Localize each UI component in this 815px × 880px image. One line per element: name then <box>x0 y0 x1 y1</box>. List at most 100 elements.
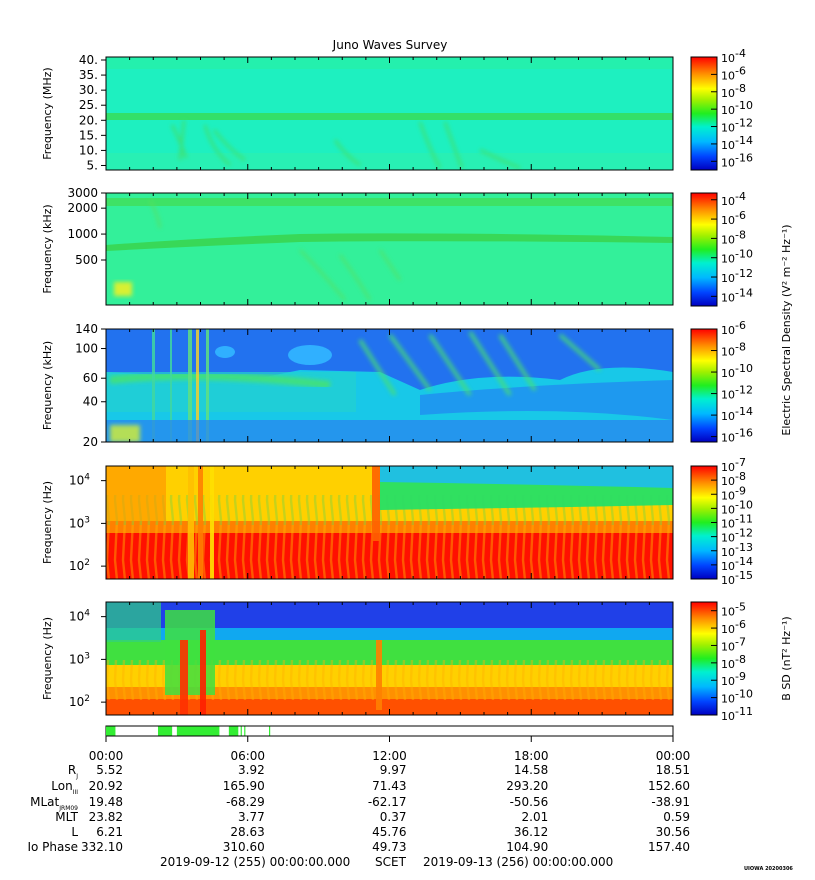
panel-1-background <box>106 193 673 305</box>
panel-2-colorbar <box>690 328 718 443</box>
ephem-value: 49.73 <box>372 840 406 854</box>
ephem-value: 36.12 <box>514 825 548 839</box>
panel-2-cbar-label: 10-8 <box>721 341 746 359</box>
panel-1-ytick-label: 2000 <box>67 201 98 215</box>
ephem-row-label: LonIII <box>51 779 78 796</box>
panel-0-ytick-label: 20. <box>79 113 98 127</box>
panel-4-spectrogram <box>106 602 673 715</box>
ephem-value: 3.77 <box>238 810 265 824</box>
coverage-segment <box>228 726 239 736</box>
ephem-value: 293.20 <box>506 779 548 793</box>
panel-4-cbar-title: B SD (nT² Hz⁻¹) <box>780 616 793 700</box>
panel-4-cbar-label: 10-9 <box>721 670 746 688</box>
panel-0-cbar-label: 10-6 <box>721 64 746 82</box>
ephem-value: 20.92 <box>89 779 123 793</box>
ephem-value: 45.76 <box>372 825 406 839</box>
panel-3-ytick-label: 102 <box>69 558 90 573</box>
panel-4-ytick-label: 103 <box>69 651 90 666</box>
coverage-segment <box>240 726 242 736</box>
panel-0-ytick-label: 40. <box>79 53 98 67</box>
coverage-segment <box>106 726 116 736</box>
ephem-value: 71.43 <box>372 779 406 793</box>
time-label: 00:00 <box>656 749 691 763</box>
ephem-row-label: RJ <box>68 763 78 780</box>
ephem-value: 104.90 <box>506 840 548 854</box>
panel-4-ytick-label: 104 <box>69 609 90 624</box>
ephem-value: 152.60 <box>648 779 690 793</box>
panel-0-cbar-label: 10-10 <box>721 99 753 117</box>
ephem-row-label: MLT <box>55 810 78 824</box>
panel-0-ylabel: Frequency (MHz) <box>41 67 54 159</box>
panel-1-band-900khz <box>106 233 673 251</box>
time-label: 00:00 <box>89 749 124 763</box>
panel-1-spectrogram <box>106 193 673 305</box>
panel-0-spectrogram <box>106 57 673 170</box>
panel-0-ytick-label: 15. <box>79 128 98 142</box>
ephem-value: 332.10 <box>81 840 123 854</box>
ephem-value: 23.82 <box>89 810 123 824</box>
panel-2-ytick-label: 60 <box>83 371 98 385</box>
footer-end: 2019-09-13 (256) 00:00:00.000 <box>423 855 614 869</box>
panel-2-spectrogram <box>106 329 673 442</box>
panel-0-cbar-label: 10-4 <box>721 47 746 65</box>
ephem-value: -38.91 <box>651 795 690 809</box>
panel-0-cbar-label: 10-12 <box>721 117 753 135</box>
ephem-value: -50.56 <box>510 795 549 809</box>
panel-1-ytick-label: 1000 <box>67 227 98 241</box>
panel-4-ytick-label: 102 <box>69 694 90 709</box>
footer-start: 2019-09-12 (255) 00:00:00.000 <box>160 855 351 869</box>
panel-1-colorbar <box>690 192 718 307</box>
panel-4-cbar-label: 10-11 <box>721 705 753 723</box>
panel-1-cbar-label: 10-14 <box>721 286 753 304</box>
panel-2-ytick-label: 100 <box>75 342 98 356</box>
panel-1-cbar-label: 10-8 <box>721 228 746 246</box>
panel-1-cbar-label: 10-12 <box>721 267 753 285</box>
panel-0-ytick-label: 25. <box>79 98 98 112</box>
panel-1-ytick-label: 3000 <box>67 186 98 200</box>
panel-1-burst <box>114 282 132 296</box>
time-label: 06:00 <box>230 749 265 763</box>
panel-0-colorbar <box>690 56 718 171</box>
panel-4-ylabel: Frequency (Hz) <box>41 617 54 700</box>
panel-4-cbar-label: 10-5 <box>721 601 746 619</box>
panel-0-ytick-label: 5. <box>87 158 98 172</box>
panel-1-ytick-label: 500 <box>75 253 98 267</box>
ephem-value: -68.29 <box>226 795 265 809</box>
ephem-value: 18.51 <box>656 763 690 777</box>
ephem-value: 157.40 <box>648 840 690 854</box>
credit-label: UIOWA 20200306 <box>744 866 793 872</box>
panel-1-band-2400khz <box>106 198 673 206</box>
ephem-value: 19.48 <box>89 795 123 809</box>
ephem-value: 30.56 <box>656 825 690 839</box>
panel-0-ytick-label: 35. <box>79 68 98 82</box>
footer-scet: SCET <box>375 855 406 869</box>
panel-4-cbar-label: 10-6 <box>721 618 746 636</box>
panel-4-cbar-label: 10-7 <box>721 635 746 653</box>
ephem-value: -62.17 <box>368 795 407 809</box>
panel-1-ylabel: Frequency (kHz) <box>41 204 54 293</box>
ephem-value: 6.21 <box>96 825 123 839</box>
panel-4-cbar-label: 10-8 <box>721 653 746 671</box>
panel-0-ytick-label: 30. <box>79 83 98 97</box>
panel-0-cbar-label: 10-8 <box>721 82 746 100</box>
panel-1-cbar-label: 10-4 <box>721 190 746 208</box>
panel-0-ytick-label: 10. <box>79 143 98 157</box>
panel-2-cbar-label: 10-10 <box>721 362 753 380</box>
panel-0-cbar-label: 10-14 <box>721 134 753 152</box>
ephem-value: 3.92 <box>238 763 265 777</box>
panel-3-ylabel: Frequency (Hz) <box>41 481 54 564</box>
panel-4-cbar-label: 10-10 <box>721 688 753 706</box>
time-label: 12:00 <box>372 749 407 763</box>
panel-1-cbar-label: 10-10 <box>721 248 753 266</box>
coverage-segment <box>157 726 173 736</box>
panel-3-ytick-label: 103 <box>69 515 90 530</box>
panel-2-cbar-label: 10-14 <box>721 405 753 423</box>
ephem-row-label: Io Phase <box>27 840 78 854</box>
panel-0-cbar-label: 10-16 <box>721 151 753 169</box>
ephem-value: 0.59 <box>663 810 690 824</box>
panel-1-cbar-label: 10-6 <box>721 209 746 227</box>
panel-2-ytick-label: 40 <box>83 395 98 409</box>
ephem-value: 165.90 <box>223 779 265 793</box>
ephem-value: 9.97 <box>380 763 407 777</box>
